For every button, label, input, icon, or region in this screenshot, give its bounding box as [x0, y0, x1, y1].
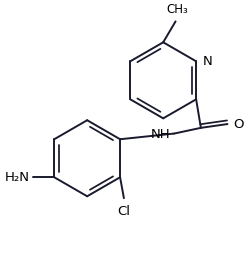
Text: Cl: Cl: [118, 205, 130, 218]
Text: CH₃: CH₃: [166, 3, 188, 16]
Text: O: O: [233, 118, 244, 131]
Text: N: N: [203, 55, 212, 68]
Text: NH: NH: [151, 128, 171, 141]
Text: H₂N: H₂N: [4, 171, 29, 184]
